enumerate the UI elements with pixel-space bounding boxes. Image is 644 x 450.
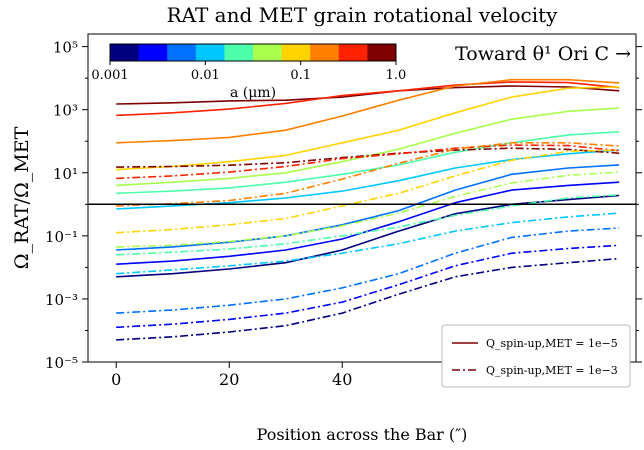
- annotation-text: Toward θ¹ Ori C →: [455, 43, 631, 65]
- colorbar-swatch: [224, 44, 254, 61]
- colorbar-tick-label: 0.1: [290, 68, 311, 83]
- dashdot-series-line: [116, 142, 620, 207]
- solid-series-line: [116, 85, 620, 105]
- axes-frame: [87, 33, 637, 363]
- solid-series-line: [116, 81, 620, 117]
- colorbar-frame: [109, 43, 397, 62]
- colorbar-tick-label: 1.0: [386, 68, 407, 83]
- colorbar-swatch: [338, 44, 368, 61]
- solid-series-line: [116, 78, 620, 144]
- legend: Q_spin-up,MET = 1e−5 Q_spin-up,MET = 1e−3: [441, 324, 631, 388]
- dashdot-series-line: [116, 227, 620, 314]
- colorbar-tick-label: 0.01: [191, 68, 220, 83]
- solid-series-line: [116, 164, 620, 251]
- colorbar: 0.001 0.01 0.1 1.0 a (μm): [91, 43, 407, 101]
- colorbar-swatch: [253, 44, 283, 61]
- dashdot-series-line: [116, 144, 620, 180]
- legend-label: Q_spin-up,MET = 1e−5: [486, 337, 618, 350]
- dashdot-series-line: [116, 149, 620, 234]
- dashdot-series-line: [116, 194, 620, 256]
- colorbar-label: a (μm): [230, 85, 276, 101]
- dashdot-series-line: [116, 171, 620, 248]
- solid-series-line: [116, 86, 620, 171]
- solid-series-line: [116, 131, 620, 195]
- dashdot-series-line: [116, 212, 620, 275]
- dashdot-series-line: [116, 257, 620, 341]
- solid-series-line: [116, 107, 620, 187]
- dashdot-series-line: [116, 244, 620, 329]
- colorbar-swatch: [110, 44, 140, 61]
- colorbar-tick-label: 0.001: [91, 68, 128, 83]
- legend-label: Q_spin-up,MET = 1e−3: [486, 364, 618, 377]
- colorbar-swatch: [167, 44, 197, 61]
- x-tick-label: 0: [111, 370, 121, 389]
- dashdot-series-line: [116, 147, 620, 168]
- x-tick-label: 40: [332, 370, 352, 389]
- legend-box: [441, 324, 631, 388]
- y-tick-label: 10⁵: [53, 39, 78, 57]
- y-tick-label: 10¹: [53, 165, 78, 183]
- x-axis-label: Position across the Bar (″): [257, 425, 468, 444]
- solid-series-line: [116, 149, 620, 210]
- y-tick-label: 10³: [53, 102, 78, 120]
- colorbar-swatch: [195, 44, 225, 61]
- series-lines: [116, 78, 620, 341]
- colorbar-swatch: [310, 44, 340, 61]
- solid-series-line: [116, 181, 620, 265]
- y-tick-label: 10⁻³: [45, 291, 78, 309]
- y-tick-label: 10⁻¹: [45, 228, 78, 246]
- y-ticks: 10⁻⁵ 10⁻³ 10⁻¹ 10¹ 10³ 10⁵: [45, 39, 642, 372]
- y-tick-label: 10⁻⁵: [45, 354, 78, 372]
- x-tick-label: 20: [219, 370, 239, 389]
- colorbar-swatch: [138, 44, 168, 61]
- chart-title: RAT and MET grain rotational velocity: [167, 3, 559, 27]
- y-axis-label: Ω_RAT/Ω_MET: [11, 126, 33, 269]
- colorbar-swatch: [367, 44, 397, 61]
- colorbar-swatch: [281, 44, 311, 61]
